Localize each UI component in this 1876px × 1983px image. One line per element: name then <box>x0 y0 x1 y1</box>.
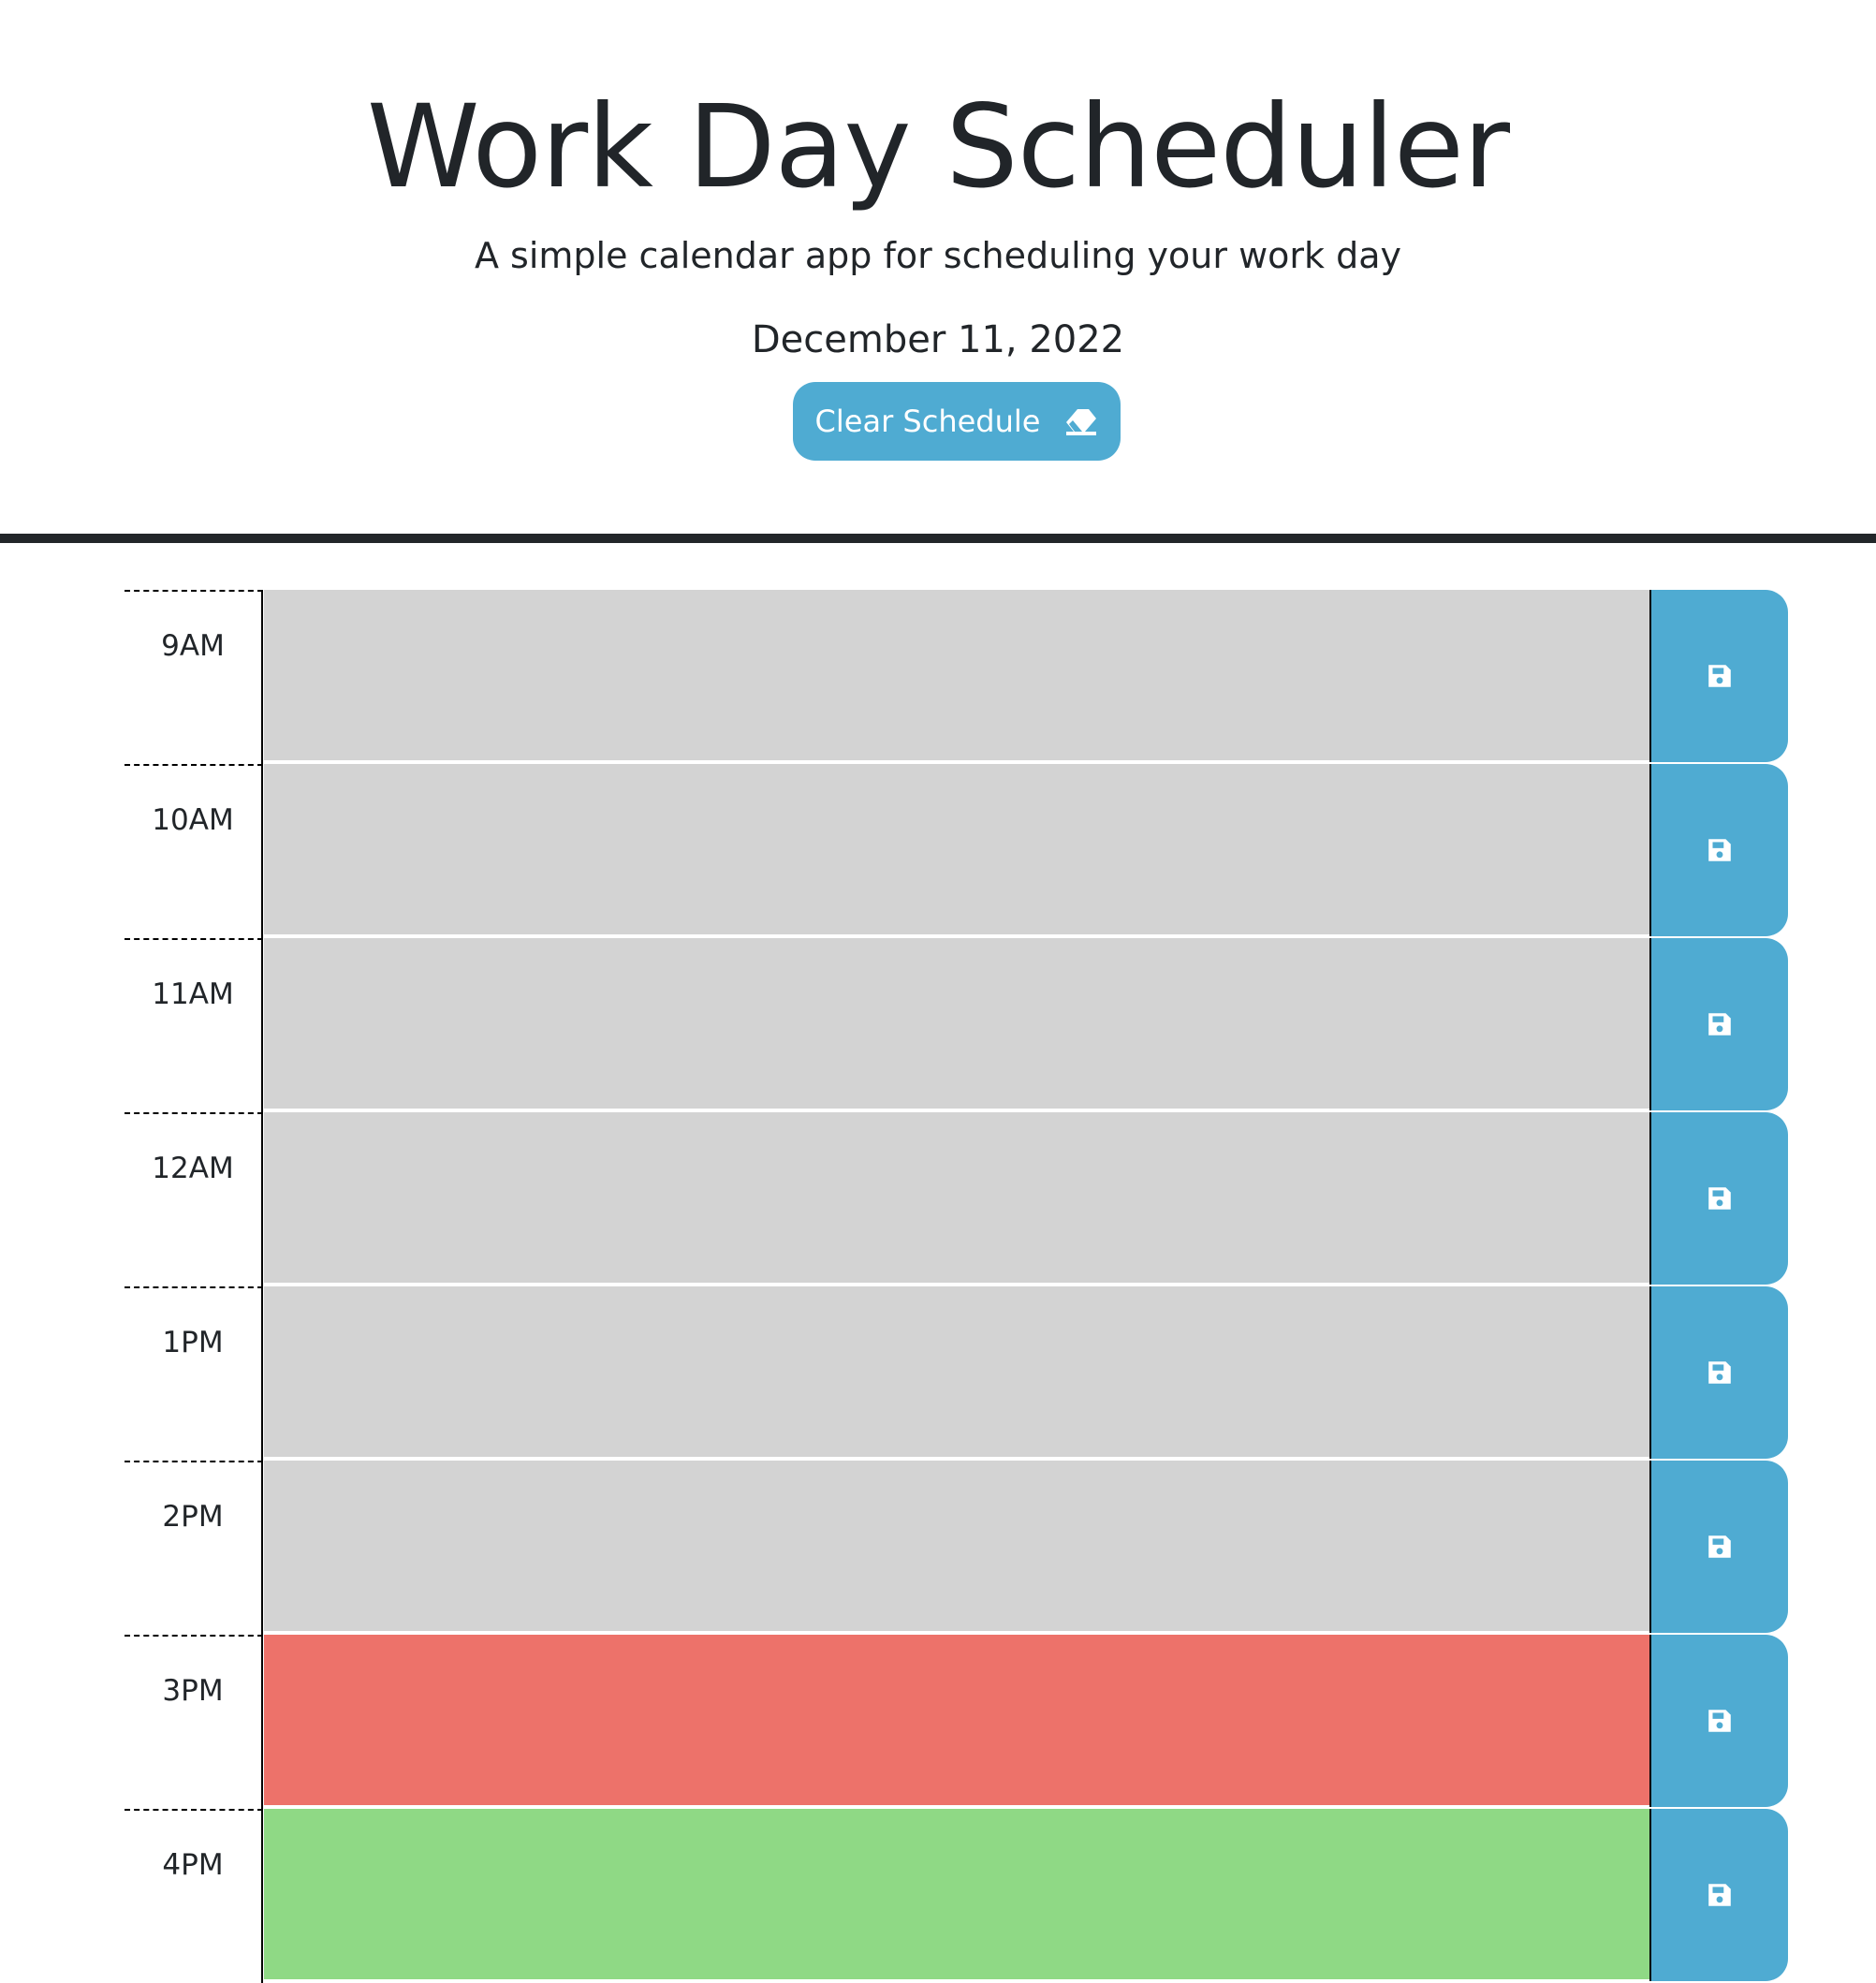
save-button[interactable] <box>1649 1461 1788 1633</box>
hour-label: 11AM <box>125 938 263 1112</box>
time-block: 10AM <box>0 764 1876 938</box>
floppy-disk-icon <box>1706 1707 1734 1735</box>
event-input[interactable] <box>264 1809 1649 1981</box>
eraser-icon <box>1064 407 1098 435</box>
event-input[interactable] <box>264 938 1649 1110</box>
current-date: December 11, 2022 <box>751 318 1125 361</box>
save-button[interactable] <box>1649 938 1788 1110</box>
page-subtitle: A simple calendar app for scheduling you… <box>474 235 1402 276</box>
time-block: 11AM <box>0 938 1876 1112</box>
save-button[interactable] <box>1649 1809 1788 1981</box>
floppy-disk-icon <box>1706 1359 1734 1387</box>
page-title: Work Day Scheduler <box>366 81 1510 213</box>
floppy-disk-icon <box>1706 1184 1734 1212</box>
save-button[interactable] <box>1649 1635 1788 1807</box>
clear-schedule-label: Clear Schedule <box>814 404 1041 439</box>
time-block: 9AM <box>0 590 1876 764</box>
page-header: Work Day Scheduler A simple calendar app… <box>0 0 1876 536</box>
event-input[interactable] <box>264 1635 1649 1807</box>
hour-label: 3PM <box>125 1635 263 1809</box>
floppy-disk-icon <box>1706 1533 1734 1561</box>
time-block: 3PM <box>0 1635 1876 1809</box>
hour-label: 4PM <box>125 1809 263 1983</box>
floppy-disk-icon <box>1706 1010 1734 1038</box>
save-button[interactable] <box>1649 1112 1788 1285</box>
hour-label: 12AM <box>125 1112 263 1286</box>
event-input[interactable] <box>264 1461 1649 1633</box>
hour-label: 10AM <box>125 764 263 938</box>
time-block: 12AM <box>0 1112 1876 1286</box>
clear-schedule-button[interactable]: Clear Schedule <box>793 382 1121 461</box>
event-input[interactable] <box>264 1286 1649 1459</box>
event-input[interactable] <box>264 590 1649 762</box>
time-block: 1PM <box>0 1286 1876 1461</box>
save-button[interactable] <box>1649 590 1788 762</box>
floppy-disk-icon <box>1706 662 1734 690</box>
time-block: 2PM <box>0 1461 1876 1635</box>
event-input[interactable] <box>264 764 1649 936</box>
hour-label: 2PM <box>125 1461 263 1635</box>
hour-label: 9AM <box>125 590 263 764</box>
event-input[interactable] <box>264 1112 1649 1285</box>
save-button[interactable] <box>1649 1286 1788 1459</box>
floppy-disk-icon <box>1706 1881 1734 1909</box>
floppy-disk-icon <box>1706 836 1734 864</box>
time-block: 4PM <box>0 1809 1876 1983</box>
hour-label: 1PM <box>125 1286 263 1461</box>
header-divider <box>0 534 1876 543</box>
save-button[interactable] <box>1649 764 1788 936</box>
